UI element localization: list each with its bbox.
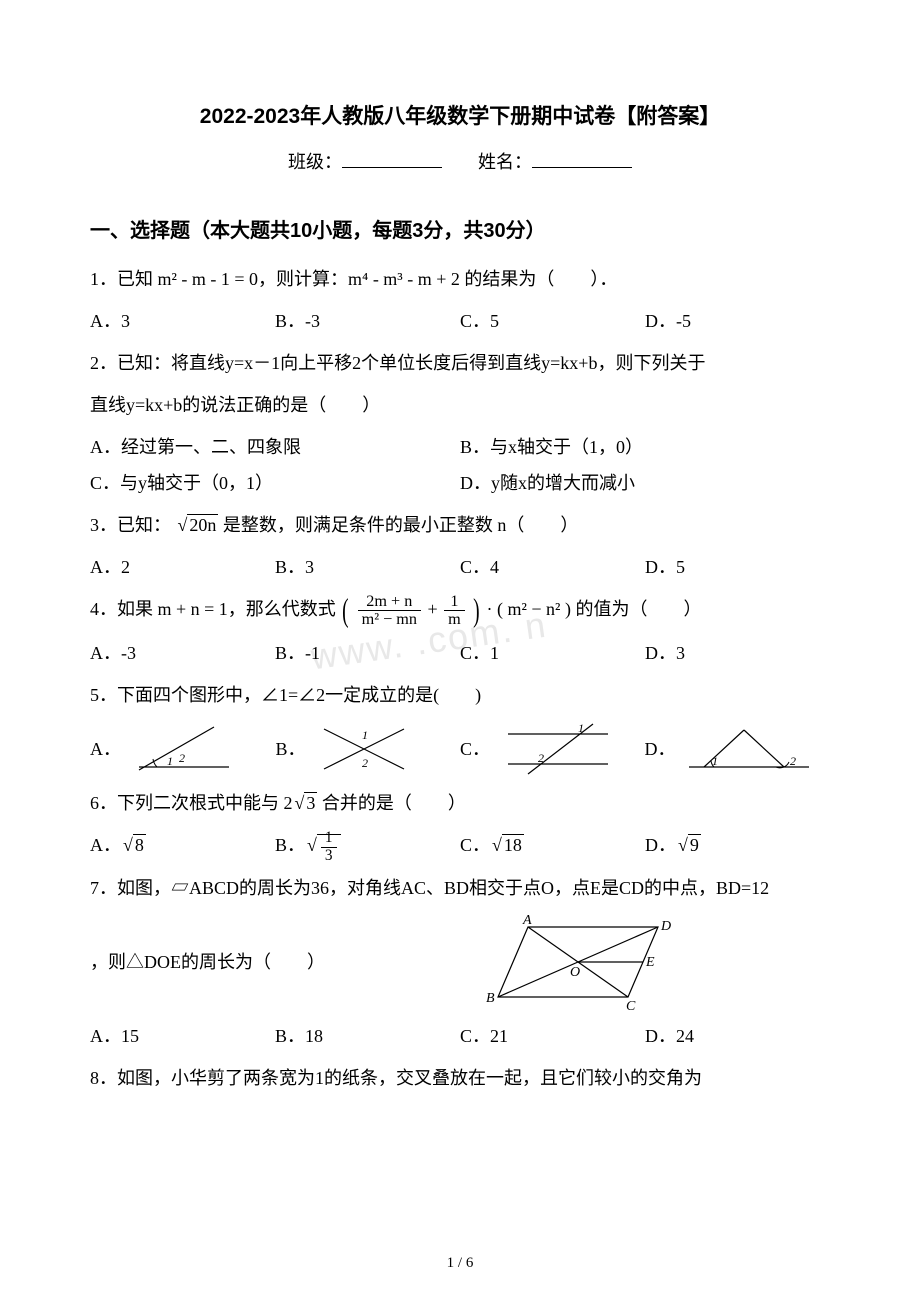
svg-text:2: 2 — [179, 751, 185, 765]
q3-prefix: 3．已知： — [90, 515, 171, 535]
svg-text:2: 2 — [790, 754, 796, 768]
lparen-icon: ( — [342, 595, 348, 627]
svg-text:O: O — [570, 965, 580, 980]
q7-options: A．15 B．18 C．21 D．24 — [90, 1018, 830, 1054]
q6-prefix: 6．下列二次根式中能与 2 — [90, 793, 293, 813]
q5-d-label[interactable]: D． — [645, 731, 676, 767]
svg-text:2: 2 — [362, 756, 368, 770]
q8-text: 8．如图，小华剪了两条宽为1的纸条，交叉叠放在一起，且它们较小的交角为 — [90, 1060, 830, 1096]
parallelogram-icon: A D B C E O — [468, 912, 688, 1012]
q1-a[interactable]: A．3 — [90, 303, 275, 339]
q3-b[interactable]: B．3 — [275, 549, 460, 585]
page-content: 2022-2023年人教版八年级数学下册期中试卷【附答案】 班级： 姓名： 一、… — [90, 100, 830, 1096]
q4-options: A．-3 B．-1 C．1 D．3 — [90, 635, 830, 671]
q4-plus: + — [427, 599, 442, 619]
meta-line: 班级： 姓名： — [90, 148, 830, 174]
q2-d[interactable]: D．y随x的增大而减小 — [460, 465, 830, 501]
q2-c[interactable]: C．与y轴交于（0，1） — [90, 465, 460, 501]
q5-a-fig: 1 2 — [129, 722, 276, 777]
q4-text: 4．如果 m + n = 1，那么代数式 ( 2m + n m² − mn + … — [90, 591, 830, 629]
svg-text:1: 1 — [362, 728, 368, 742]
q6-suffix: 合并的是（ ） — [322, 793, 466, 813]
rparen-icon: ) — [473, 595, 479, 627]
q7-line1: 7．如图，▱ABCD的周长为36，对角线AC、BD相交于点O，点E是CD的中点，… — [90, 870, 830, 906]
q6-text: 6．下列二次根式中能与 23 合并的是（ ） — [90, 785, 830, 821]
q4-frac2: 1 m — [444, 593, 465, 630]
svg-text:2: 2 — [538, 751, 544, 765]
svg-text:A: A — [522, 913, 532, 928]
q7-figure: A D B C E O — [325, 912, 830, 1012]
section1-heading: 一、选择题（本大题共10小题，每题3分，共30分） — [90, 214, 830, 243]
q2-b[interactable]: B．与x轴交于（1，0） — [460, 429, 830, 465]
q7-b[interactable]: B．18 — [275, 1018, 460, 1054]
q5-options: A． 1 2 B． 1 2 C． — [90, 719, 830, 779]
page-number: 1 / 6 — [0, 1255, 920, 1272]
q7-c[interactable]: C．21 — [460, 1018, 645, 1054]
q6-options: A．8 B．13 C．18 D．9 — [90, 827, 830, 864]
svg-text:1: 1 — [578, 721, 584, 735]
q5-b-label[interactable]: B． — [276, 731, 306, 767]
class-blank[interactable] — [342, 150, 442, 168]
q2-line2: 直线y=kx+b的说法正确的是（ ） — [90, 387, 830, 423]
q3-suffix: 是整数，则满足条件的最小正整数 n（ ） — [223, 515, 579, 535]
q1-text: 1．已知 m² - m - 1 = 0，则计算：m⁴ - m³ - m + 2 … — [90, 261, 830, 297]
vertical-angles-icon: 1 2 — [314, 719, 414, 779]
name-label: 姓名： — [478, 152, 532, 172]
q5-b-fig: 1 2 — [314, 719, 461, 779]
q6-b[interactable]: B．13 — [275, 827, 460, 864]
q5-d-fig: 1 2 — [684, 722, 831, 777]
q3-text: 3．已知： 20n 是整数，则满足条件的最小正整数 n（ ） — [90, 507, 830, 543]
q6-main-sqrt: 3 — [293, 785, 318, 821]
q2-options: A．经过第一、二、四象限 B．与x轴交于（1，0） C．与y轴交于（0，1） D… — [90, 429, 830, 501]
q6-d[interactable]: D．9 — [645, 827, 830, 864]
q4-frac1: 2m + n m² − mn — [358, 593, 421, 630]
name-blank[interactable] — [532, 150, 632, 168]
q4-b[interactable]: B．-1 — [275, 635, 460, 671]
parallel-transversal-icon: 1 2 — [498, 719, 618, 779]
q2-line1: 2．已知：将直线y=x－1向上平移2个单位长度后得到直线y=kx+b，则下列关于 — [90, 345, 830, 381]
q6-c[interactable]: C．18 — [460, 827, 645, 864]
q3-d[interactable]: D．5 — [645, 549, 830, 585]
svg-text:B: B — [486, 991, 495, 1006]
q5-c-fig: 1 2 — [498, 719, 645, 779]
q4-a[interactable]: A．-3 — [90, 635, 275, 671]
q3-sqrt: 20n — [176, 507, 219, 543]
exam-title: 2022-2023年人教版八年级数学下册期中试卷【附答案】 — [90, 100, 830, 130]
q6-a[interactable]: A．8 — [90, 827, 275, 864]
class-label: 班级： — [288, 152, 342, 172]
q5-a-label[interactable]: A． — [90, 731, 121, 767]
q5-text: 5．下面四个图形中，∠1=∠2一定成立的是( ) — [90, 677, 830, 713]
q7-a[interactable]: A．15 — [90, 1018, 275, 1054]
q3-c[interactable]: C．4 — [460, 549, 645, 585]
q2-a[interactable]: A．经过第一、二、四象限 — [90, 429, 460, 465]
q1-c[interactable]: C．5 — [460, 303, 645, 339]
q7-line2: ，则△DOE的周长为（ ） A D B C E O — [90, 912, 830, 1012]
svg-text:E: E — [645, 955, 655, 970]
q3-a[interactable]: A．2 — [90, 549, 275, 585]
q4-d[interactable]: D．3 — [645, 635, 830, 671]
svg-text:1: 1 — [167, 754, 173, 768]
q1-options: A．3 B．-3 C．5 D．-5 — [90, 303, 830, 339]
q3-options: A．2 B．3 C．4 D．5 — [90, 549, 830, 585]
q1-d[interactable]: D．-5 — [645, 303, 830, 339]
q4-c[interactable]: C．1 — [460, 635, 645, 671]
q5-c-label[interactable]: C． — [460, 731, 490, 767]
q1-b[interactable]: B．-3 — [275, 303, 460, 339]
svg-text:C: C — [626, 999, 636, 1012]
q4-mid: · ( m² − n² ) 的值为（ ） — [487, 599, 702, 619]
svg-text:D: D — [660, 919, 671, 934]
angle-diagram-a-icon: 1 2 — [129, 722, 239, 777]
q4-prefix: 4．如果 m + n = 1，那么代数式 — [90, 599, 340, 619]
triangle-ext-angle-icon: 1 2 — [684, 722, 814, 777]
q7-tail: ，则△DOE的周长为（ ） — [90, 944, 325, 980]
q7-d[interactable]: D．24 — [645, 1018, 830, 1054]
